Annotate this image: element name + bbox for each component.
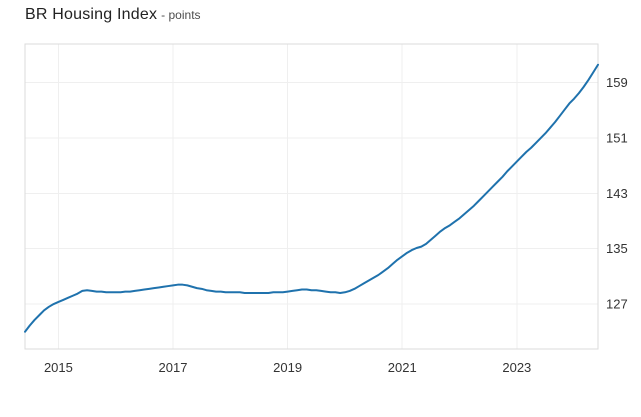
x-tick-label: 2021	[388, 360, 417, 375]
y-tick-label: 159	[606, 75, 628, 90]
y-tick-label: 143	[606, 186, 628, 201]
chart-title: BR Housing Index	[25, 6, 158, 23]
housing-index-series-line	[24, 63, 599, 333]
plot-border	[24, 43, 599, 350]
y-tick-label: 151	[606, 131, 628, 146]
x-tick-label: 2015	[44, 360, 73, 375]
x-tick-label: 2017	[159, 360, 188, 375]
x-tick-label: 2019	[273, 360, 302, 375]
chart-header: BR Housing Index - points	[25, 6, 201, 24]
y-tick-label: 135	[606, 241, 628, 256]
y-tick-label: 127	[606, 297, 628, 312]
x-tick-label: 2023	[502, 360, 531, 375]
chart-subtitle: - points	[161, 8, 201, 22]
